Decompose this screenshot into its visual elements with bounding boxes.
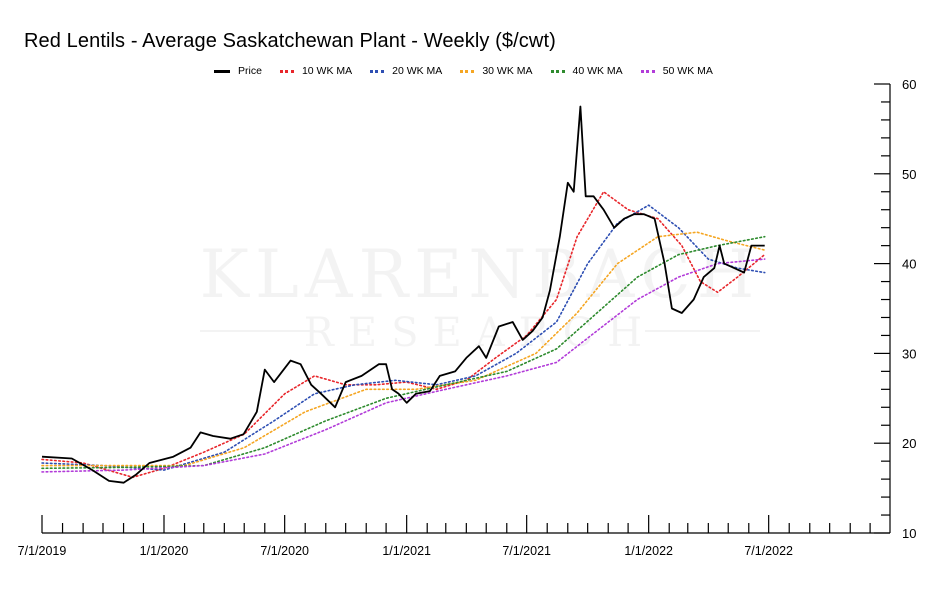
- watermark-line-2: RESEARCH: [304, 310, 656, 356]
- series-line-50-wk-ma: [41, 258, 766, 473]
- legend-swatch: [640, 69, 655, 73]
- legend-item: 10 WK MA: [279, 64, 353, 78]
- y-tick-label: 60: [902, 77, 916, 92]
- y-tick-label: 20: [902, 436, 916, 451]
- x-tick-label: 7/1/2019: [18, 544, 67, 558]
- series-line-price: [41, 105, 765, 484]
- legend-label: Price: [238, 65, 262, 77]
- y-tick-label: 40: [902, 257, 916, 272]
- watermark: KLARENBACH RESEARCH: [200, 236, 761, 356]
- legend-item: 20 WK MA: [370, 64, 442, 78]
- legend-item: 50 WK MA: [640, 64, 713, 78]
- x-tick-label: 1/1/2020: [140, 544, 189, 558]
- y-tick-label: 50: [902, 167, 916, 182]
- axes-layer: 7/1/2019 1/1/2020 7/1/2020 1/1/2021 7/1/2021…: [18, 77, 917, 558]
- legend-swatch: [460, 69, 475, 73]
- x-tick-label: 1/1/2021: [382, 544, 431, 558]
- chart-title: Red Lentils - Average Saskatchewan Plant…: [24, 30, 556, 52]
- legend-item: Price: [214, 64, 262, 78]
- legend-item: 30 WK MA: [460, 64, 533, 78]
- chart-legend: Price 10 WK MA 20 WK MA 30 WK MA 40 WK MA 50 …: [214, 64, 731, 78]
- legend-label: 20 WK MA: [392, 65, 443, 77]
- series-line-20-wk-ma: [41, 204, 766, 471]
- legend-swatch: [279, 69, 294, 73]
- series-line-40-wk-ma: [41, 235, 766, 470]
- legend-label: 40 WK MA: [572, 65, 623, 77]
- legend-label: 50 WK MA: [662, 65, 713, 77]
- series-layer: [41, 105, 766, 484]
- legend-label: 10 WK MA: [301, 65, 353, 77]
- series-line-30-wk-ma: [41, 231, 766, 467]
- watermark-line-1: KLARENBACH: [200, 236, 761, 313]
- legend-swatch: [550, 69, 565, 73]
- legend-label: 30 WK MA: [482, 65, 533, 77]
- y-tick-label: 30: [902, 346, 916, 361]
- legend-swatch: [214, 69, 230, 73]
- x-tick-label: 7/1/2020: [260, 544, 309, 558]
- x-tick-label: 7/1/2021: [502, 544, 551, 558]
- y-tick-label: 10: [902, 526, 916, 541]
- legend-item: 40 WK MA: [550, 64, 623, 78]
- legend-swatch: [370, 69, 385, 73]
- x-tick-label: 1/1/2022: [624, 544, 673, 558]
- x-tick-label: 7/1/2022: [744, 544, 793, 558]
